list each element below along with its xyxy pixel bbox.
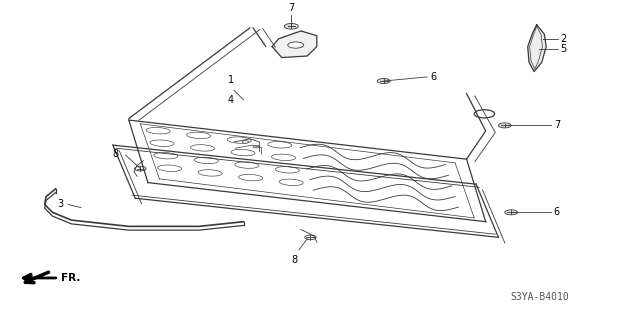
- Text: 7: 7: [554, 120, 560, 130]
- Ellipse shape: [253, 145, 259, 148]
- Ellipse shape: [198, 170, 222, 176]
- Ellipse shape: [195, 157, 218, 164]
- Ellipse shape: [239, 174, 262, 181]
- Ellipse shape: [150, 140, 174, 147]
- Polygon shape: [528, 25, 546, 72]
- Ellipse shape: [235, 162, 259, 168]
- Ellipse shape: [284, 23, 298, 29]
- Ellipse shape: [378, 78, 390, 84]
- Polygon shape: [272, 31, 317, 58]
- Ellipse shape: [243, 141, 248, 143]
- Ellipse shape: [146, 127, 170, 134]
- Text: 4: 4: [228, 95, 234, 105]
- Text: 7: 7: [288, 3, 294, 13]
- Text: 6: 6: [430, 72, 436, 82]
- Ellipse shape: [279, 179, 303, 186]
- Ellipse shape: [134, 166, 146, 171]
- Ellipse shape: [231, 149, 255, 156]
- Text: 5: 5: [560, 44, 566, 54]
- Ellipse shape: [275, 167, 300, 173]
- Ellipse shape: [271, 154, 296, 161]
- Ellipse shape: [288, 42, 304, 48]
- Ellipse shape: [474, 110, 495, 118]
- Text: 8: 8: [291, 254, 298, 265]
- Ellipse shape: [268, 141, 292, 148]
- Text: 1: 1: [228, 75, 234, 85]
- Text: 2: 2: [560, 34, 566, 44]
- Text: S3YA-B4010: S3YA-B4010: [511, 292, 569, 302]
- Ellipse shape: [305, 235, 316, 239]
- Text: 3: 3: [58, 199, 64, 210]
- Ellipse shape: [191, 145, 214, 151]
- Ellipse shape: [187, 132, 211, 139]
- Text: FR.: FR.: [61, 273, 80, 283]
- Ellipse shape: [499, 123, 511, 128]
- Text: 8: 8: [112, 149, 118, 159]
- Text: 6: 6: [554, 207, 560, 217]
- Ellipse shape: [154, 153, 178, 159]
- Ellipse shape: [157, 165, 182, 172]
- Ellipse shape: [227, 137, 252, 143]
- Ellipse shape: [505, 210, 518, 215]
